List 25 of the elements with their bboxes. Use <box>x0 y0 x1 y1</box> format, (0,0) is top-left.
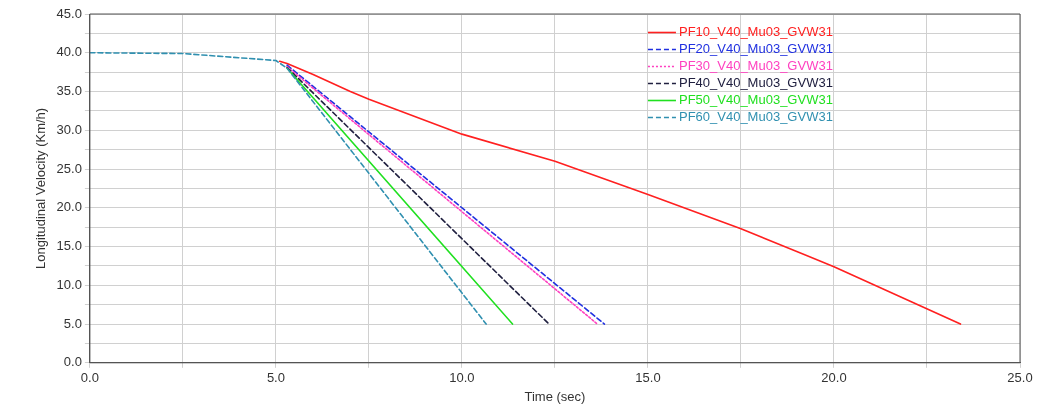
x-tick-label: 25.0 <box>1007 370 1033 386</box>
y-tick-label: 45.0 <box>56 5 82 21</box>
y-tick-label: 0.0 <box>63 354 82 370</box>
legend-label: PF40_V40_Mu03_GVW31 <box>678 75 833 91</box>
y-tick-label: 35.0 <box>56 83 82 99</box>
legend-label: PF50_V40_Mu03_GVW31 <box>678 92 833 108</box>
legend-label: PF10_V40_Mu03_GVW31 <box>678 24 833 40</box>
legend-label: PF20_V40_Mu03_GVW31 <box>678 41 833 57</box>
x-tick-label: 0.0 <box>80 370 99 386</box>
y-axis-title: Longitudinal Velocity (Km/h) <box>33 107 49 269</box>
y-tick-label: 5.0 <box>63 315 82 331</box>
legend-label: PF60_V40_Mu03_GVW31 <box>678 109 833 125</box>
x-tick-label: 5.0 <box>266 370 285 386</box>
y-tick-label: 15.0 <box>56 238 82 254</box>
legend-label: PF30_V40_Mu03_GVW31 <box>678 58 833 74</box>
y-tick-label: 40.0 <box>56 44 82 60</box>
y-tick-label: 20.0 <box>56 199 82 215</box>
y-tick-label: 25.0 <box>56 160 82 176</box>
x-axis-title: Time (sec) <box>524 388 586 404</box>
x-tick-label: 10.0 <box>449 370 475 386</box>
x-tick-label: 20.0 <box>821 370 847 386</box>
y-tick-label: 30.0 <box>56 121 82 137</box>
line-series <box>89 51 487 325</box>
x-tick-label: 15.0 <box>635 370 661 386</box>
y-tick-label: 10.0 <box>56 276 82 292</box>
